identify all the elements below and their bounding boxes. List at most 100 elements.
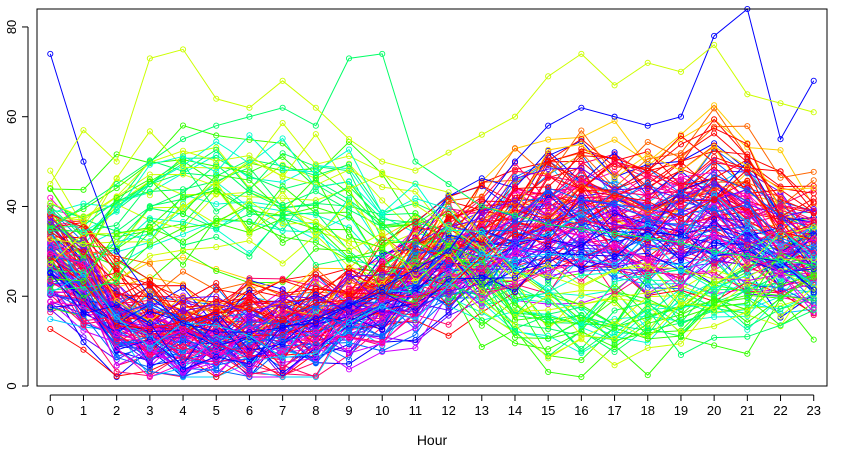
data-point: [445, 321, 452, 328]
data-point: [445, 211, 452, 218]
data-point: [511, 250, 519, 257]
x-tick-label: 7: [279, 403, 286, 418]
data-point: [677, 301, 684, 308]
data-point: [279, 227, 286, 234]
data-point: [379, 303, 386, 310]
data-point: [412, 180, 419, 187]
data-point: [180, 335, 187, 342]
data-point: [412, 241, 419, 248]
x-axis-title: Hour: [417, 432, 448, 448]
data-point: [379, 184, 386, 191]
data-point: [711, 157, 718, 164]
data-point: [511, 175, 519, 182]
data-point: [412, 344, 419, 352]
series-line: [50, 228, 814, 359]
data-point: [113, 158, 120, 165]
data-point: [180, 261, 187, 268]
series-161: [47, 50, 817, 268]
data-point: [611, 318, 618, 325]
data-point: [711, 300, 718, 307]
data-point: [511, 197, 519, 204]
data-point: [545, 292, 552, 299]
data-point: [146, 299, 153, 306]
data-point: [312, 271, 319, 278]
data-point: [113, 230, 120, 237]
series-line: [50, 236, 815, 378]
data-point: [279, 211, 286, 218]
data-point: [146, 360, 153, 367]
data-point: [677, 284, 684, 291]
data-point: [80, 214, 87, 221]
data-point: [246, 361, 253, 368]
data-point: [677, 233, 684, 240]
data-point: [711, 292, 718, 299]
data-point: [213, 267, 220, 275]
data-point: [345, 302, 353, 309]
data-point: [279, 239, 286, 246]
data-point: [677, 154, 684, 162]
data-point: [246, 373, 253, 380]
data-point: [511, 256, 519, 264]
data-point: [213, 178, 220, 185]
data-point: [412, 324, 419, 332]
data-point: [113, 338, 120, 345]
data-point: [677, 209, 684, 216]
data-point: [810, 249, 817, 256]
series-line: [49, 8, 815, 333]
data-point: [412, 301, 419, 308]
data-point: [345, 153, 353, 160]
data-point: [47, 298, 54, 305]
data-point: [644, 306, 651, 313]
data-point: [113, 354, 120, 361]
data-point: [578, 334, 585, 341]
data-point: [578, 241, 585, 248]
data-point: [80, 284, 87, 291]
data-point: [213, 95, 220, 102]
data-point: [345, 263, 353, 270]
series-155: [47, 132, 817, 329]
series-line: [49, 238, 814, 377]
data-point: [744, 166, 751, 173]
data-point: [478, 210, 485, 217]
data-point: [379, 273, 386, 280]
data-point: [279, 166, 286, 173]
data-point: [711, 209, 718, 216]
data-point: [644, 138, 651, 146]
data-point: [677, 68, 684, 75]
x-axis: 0 1 2 3 4 5 6 7 8 9 10 11 12 13 14 15 16 17 18 19 20 21 22 23: [47, 394, 821, 418]
data-point: [644, 344, 651, 351]
data-point: [146, 303, 153, 310]
data-point: [677, 132, 684, 139]
data-point: [545, 355, 552, 362]
data-point: [711, 205, 718, 212]
data-point: [279, 77, 286, 84]
data-point: [810, 295, 817, 302]
data-point: [379, 210, 386, 217]
data-point: [777, 257, 784, 264]
data-point: [711, 167, 718, 174]
data-point: [744, 306, 751, 313]
data-point: [246, 306, 253, 313]
data-point: [80, 186, 87, 193]
series-149: [47, 125, 817, 324]
data-point: [711, 180, 718, 187]
data-point: [611, 362, 618, 369]
data-point: [545, 279, 552, 286]
data-point: [80, 248, 87, 255]
series-line: [50, 107, 815, 300]
data-point: [511, 185, 519, 192]
series-line: [50, 239, 814, 374]
data-point: [445, 275, 452, 282]
data-point: [478, 239, 485, 246]
series-line: [50, 159, 814, 312]
data-point: [113, 185, 120, 192]
data-point: [711, 342, 718, 349]
data-point: [511, 113, 519, 120]
data-point: [412, 256, 419, 263]
data-point: [644, 239, 651, 246]
data-point: [246, 177, 253, 184]
data-point: [711, 256, 718, 263]
data-point: [445, 282, 452, 289]
data-point: [810, 168, 817, 175]
data-point: [511, 225, 519, 232]
